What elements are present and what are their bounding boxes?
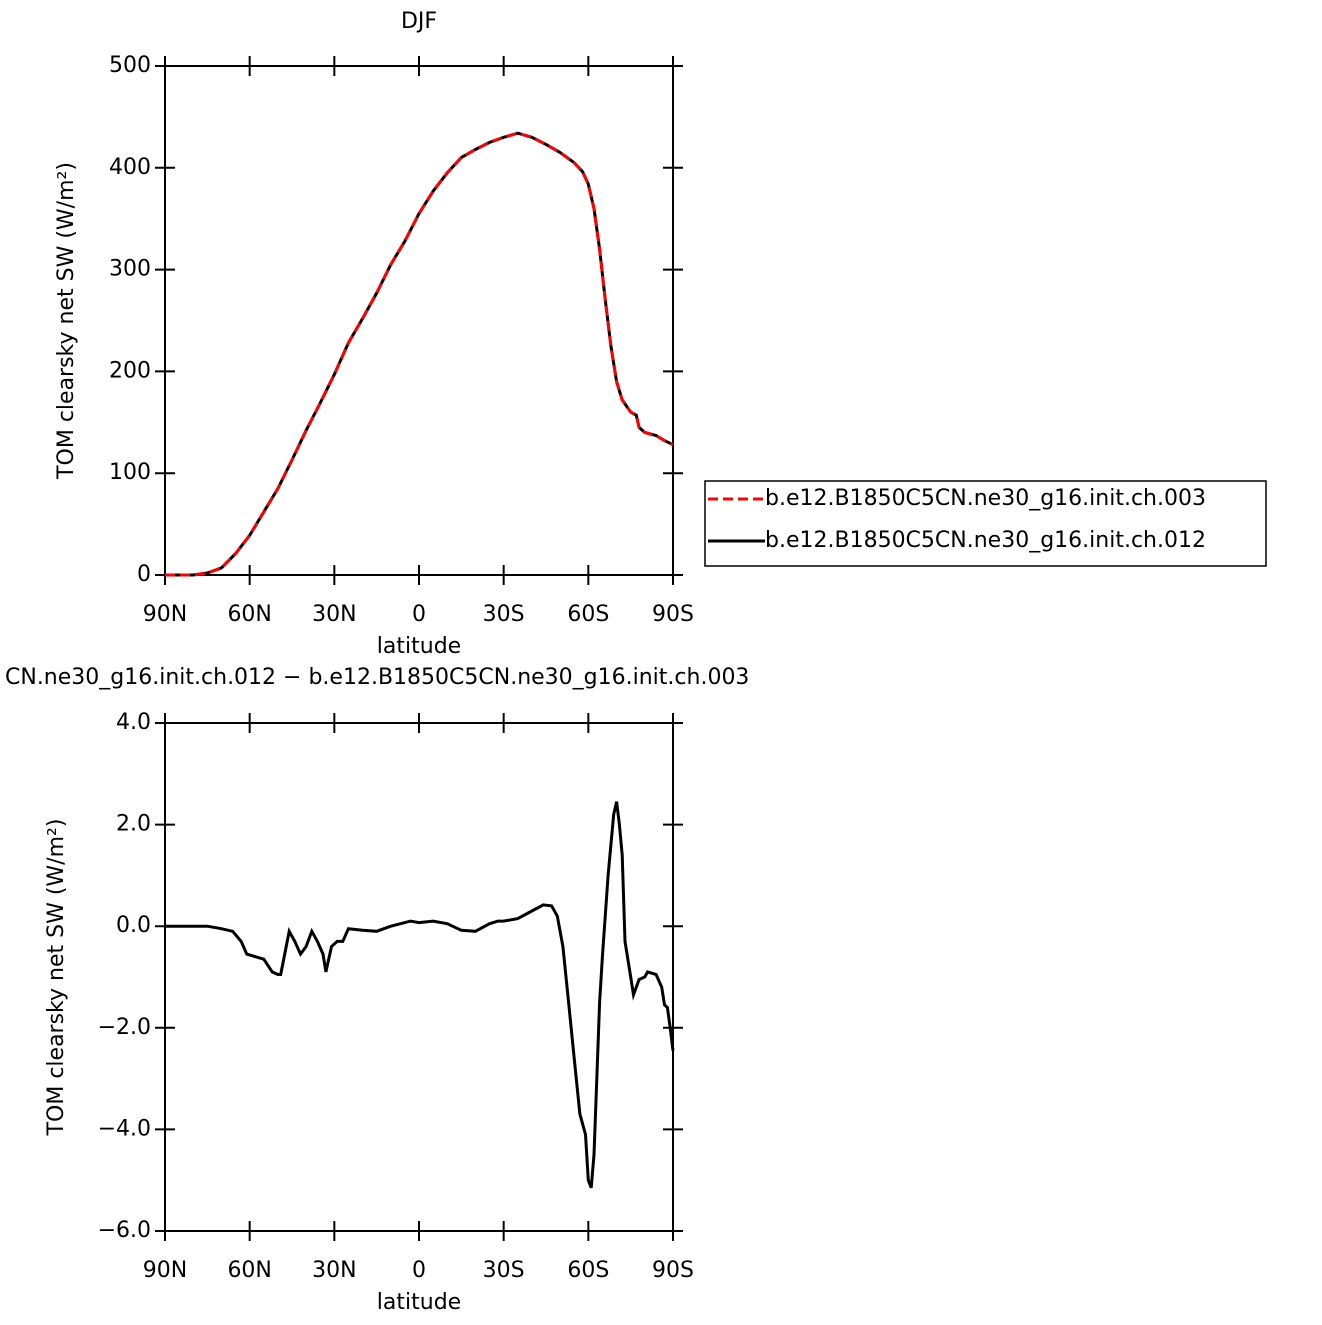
plot-frame [164,722,674,1232]
chart-title: CN.ne30_g16.init.ch.012 − b.e12.B1850C5C… [5,665,749,690]
y-tick-label: 200 [109,358,151,383]
x-tick-label: 0 [412,1258,426,1283]
x-tick-label: 0 [412,602,426,627]
y-tick-label: 100 [109,460,151,485]
data-line [165,801,675,1189]
x-axis-label: latitude [377,634,461,659]
x-tick-label: 90S [652,602,694,627]
plot-frame [164,65,674,576]
y-tick-label: 0 [137,562,151,587]
x-tick-label: 30S [483,602,525,627]
x-tick-label: 60S [567,1258,609,1283]
x-tick-label: 30S [483,1258,525,1283]
x-tick-label: 60N [227,602,271,627]
legend-label: b.e12.B1850C5CN.ne30_g16.init.ch.003 [765,486,1206,511]
chart-title: DJF [401,9,437,34]
data-line [165,131,674,577]
x-tick-label: 30N [312,602,356,627]
y-axis-label: TOM clearsky net SW (W/m²) [44,819,69,1137]
y-axis-label: TOM clearsky net SW (W/m²) [54,162,79,480]
y-tick-label: 300 [109,257,151,282]
y-tick-label: −2.0 [98,1015,151,1040]
x-tick-label: 90S [652,1258,694,1283]
y-tick-label: −4.0 [98,1116,151,1141]
data-line [165,131,674,577]
x-tick-label: 60S [567,602,609,627]
x-axis-label: latitude [377,1290,461,1315]
y-tick-label: −6.0 [98,1218,151,1243]
legend-label: b.e12.B1850C5CN.ne30_g16.init.ch.012 [765,528,1206,553]
legend-box [704,480,1267,567]
x-tick-label: 90N [143,602,187,627]
y-tick-label: 0.0 [116,913,151,938]
y-tick-label: 400 [109,155,151,180]
x-tick-label: 30N [312,1258,356,1283]
y-tick-label: 2.0 [116,812,151,837]
y-tick-label: 4.0 [116,710,151,735]
x-tick-label: 60N [227,1258,271,1283]
y-tick-label: 500 [109,53,151,78]
x-tick-label: 90N [143,1258,187,1283]
